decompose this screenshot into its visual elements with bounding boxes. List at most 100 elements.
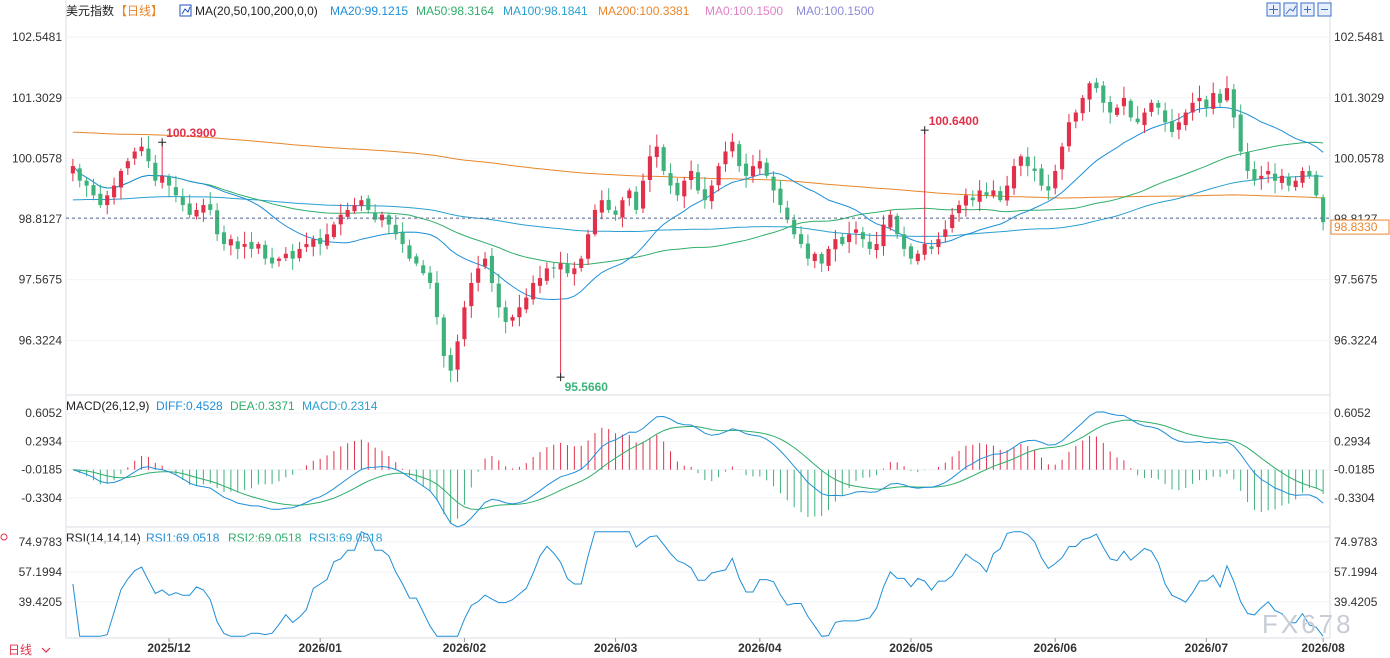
candle [572, 261, 577, 286]
candle [826, 246, 831, 272]
candle-body [1094, 82, 1099, 89]
candle-body [1108, 102, 1113, 113]
zoom-out-icon[interactable] [1317, 2, 1332, 17]
candle-body [860, 232, 865, 240]
candle [393, 214, 398, 240]
candle [194, 203, 199, 220]
candle [936, 232, 941, 255]
rsi-settings-icon[interactable] [0, 533, 8, 541]
candle [1011, 158, 1017, 196]
candle-body [805, 243, 810, 259]
candle-body [613, 210, 618, 215]
candle [634, 186, 639, 215]
fit-chart-icon[interactable] [1283, 2, 1298, 17]
candle [682, 177, 687, 209]
moving-average-lines [72, 106, 1324, 301]
candle [1163, 102, 1168, 132]
candle [338, 203, 343, 236]
candle [187, 194, 192, 219]
candle [1121, 86, 1126, 116]
candle-body [510, 317, 515, 321]
candle-body [798, 234, 804, 245]
rsi-params: RSI(14,14,14) [66, 531, 141, 545]
candle [1293, 176, 1298, 191]
candle-body [462, 307, 467, 340]
candle [950, 207, 955, 233]
macd-histogram [79, 427, 1324, 524]
candle [208, 192, 213, 216]
candle-body [723, 151, 728, 165]
candle-body [853, 229, 859, 233]
period-button[interactable]: 日线 [0, 640, 62, 658]
price-ytick-right-1: 101.3029 [1334, 91, 1384, 105]
candle-body [235, 241, 240, 249]
candle-body [867, 241, 872, 249]
macd-diff-value: DIFF:0.4528 [156, 399, 223, 413]
candle [173, 175, 178, 203]
candle-body [627, 190, 632, 199]
instrument-name: 美元指数 [66, 3, 114, 18]
candle [1259, 165, 1264, 190]
candle-body [276, 258, 282, 261]
candle [709, 180, 714, 210]
candle [668, 163, 673, 194]
candle-body [565, 264, 570, 274]
rsi-ytick-right-1: 57.1994 [1334, 565, 1378, 579]
xtick-label-8: 2026/08 [1301, 641, 1345, 655]
candle-body [977, 190, 982, 202]
candle [627, 188, 632, 206]
candle-body [716, 166, 721, 186]
candle-body [242, 244, 247, 247]
candle [586, 229, 591, 265]
candle [1183, 109, 1188, 131]
candle-body [1231, 89, 1236, 118]
candle-body [503, 307, 508, 322]
candle-body [1224, 88, 1230, 101]
candle [1142, 108, 1147, 134]
candle-body [331, 224, 336, 237]
candle [276, 256, 282, 267]
candle [290, 244, 295, 270]
candle-body [98, 193, 103, 206]
candle [270, 247, 275, 269]
candle-body [84, 180, 89, 186]
macd-lines [72, 411, 1324, 528]
candle [695, 164, 701, 194]
candle [785, 200, 790, 224]
candle-body [1252, 169, 1257, 181]
candle-body [118, 170, 124, 188]
candle-body [1121, 97, 1126, 107]
ma50-value: MA50:98.3164 [416, 4, 494, 18]
candle [283, 247, 288, 262]
candle-body [812, 253, 817, 262]
candle [1101, 81, 1106, 113]
zoom-in-icon[interactable] [1300, 2, 1315, 17]
candle [833, 230, 838, 262]
candle-body [290, 250, 295, 259]
candle [592, 204, 598, 237]
candle [998, 186, 1003, 203]
candle [1135, 105, 1140, 125]
candle-body [1279, 175, 1284, 183]
candle-body [991, 190, 996, 196]
candle-body [764, 162, 769, 176]
candle [531, 275, 536, 305]
candle [386, 213, 391, 235]
candle-body [1245, 152, 1250, 171]
ma20-value: MA20:99.1215 [330, 4, 408, 18]
candle-body [1218, 93, 1223, 103]
xtick-label-3: 2026/03 [594, 641, 638, 655]
ma-settings-icon[interactable] [179, 4, 192, 17]
candle-body [1060, 146, 1065, 170]
candle [874, 231, 879, 259]
candle-body [180, 196, 185, 206]
candle-body [1032, 168, 1037, 171]
candle-body [634, 191, 639, 210]
candle-body [709, 185, 714, 202]
candle [510, 314, 515, 327]
candle [77, 163, 82, 188]
annotation-marker-2 [920, 126, 929, 135]
candle [888, 210, 893, 231]
candle [1128, 98, 1133, 122]
crosshair-toggle-icon[interactable] [1266, 2, 1281, 17]
